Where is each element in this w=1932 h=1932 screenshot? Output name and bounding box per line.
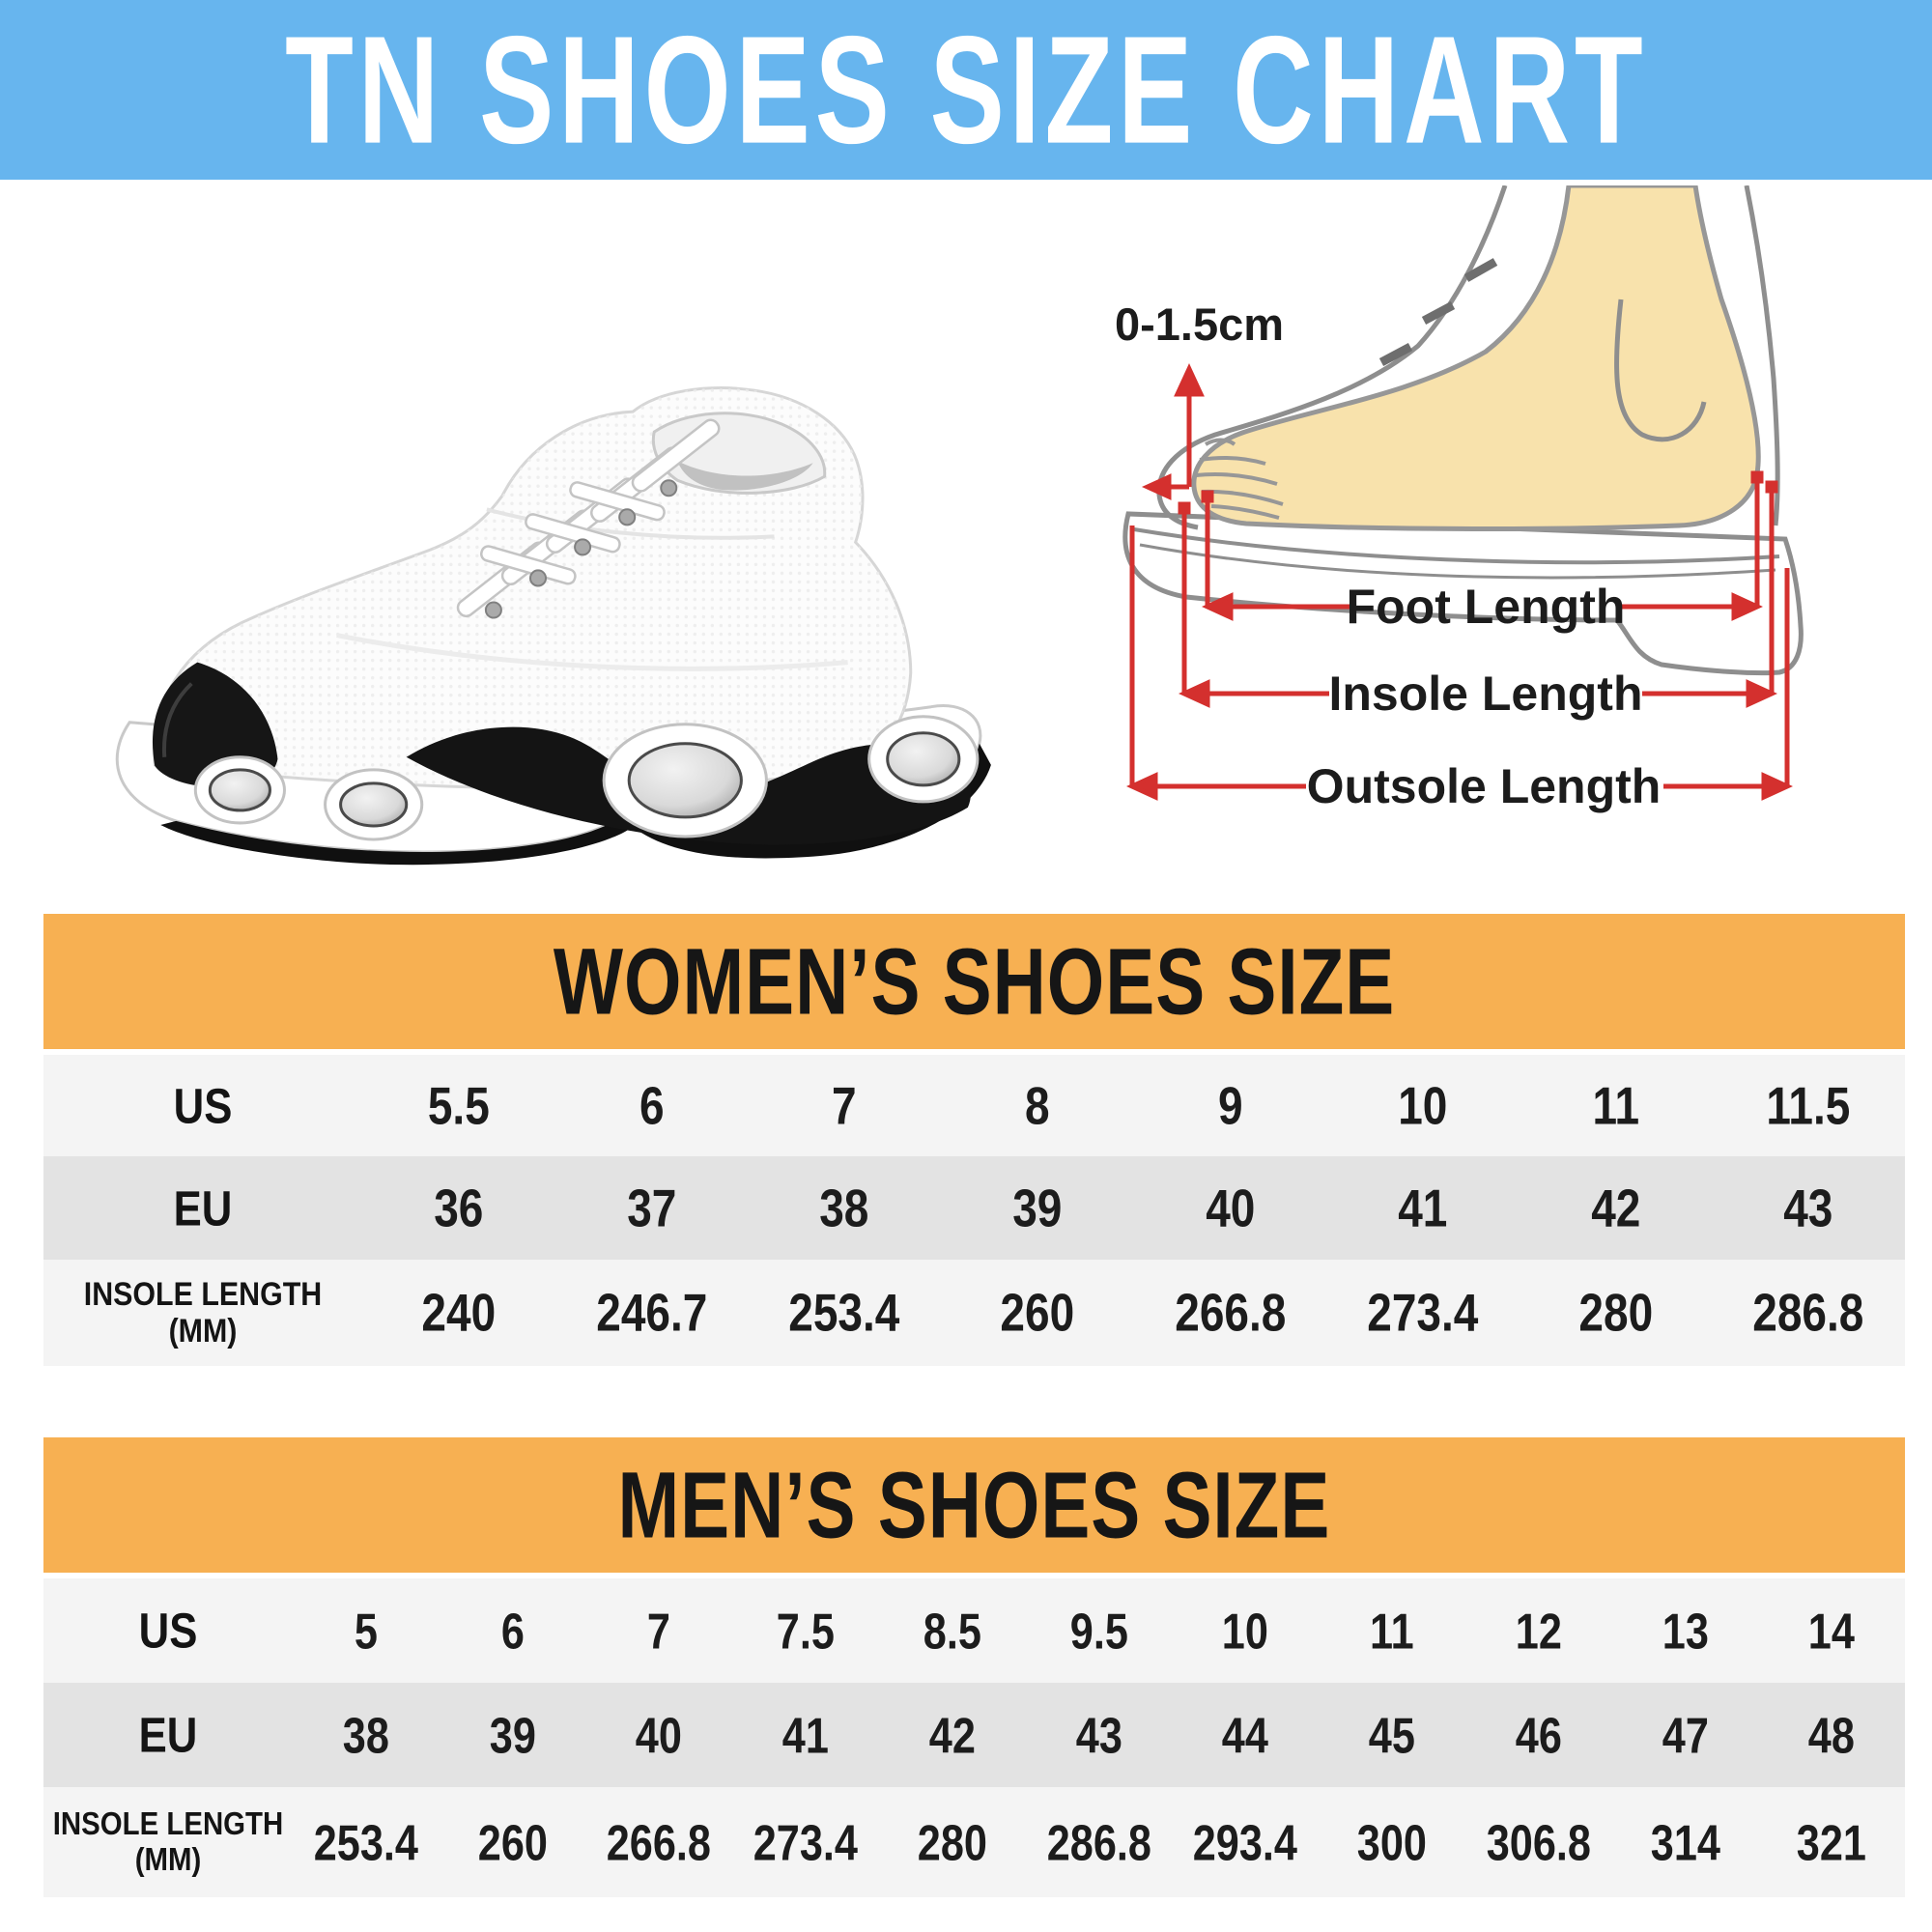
size-cell: 46 bbox=[1515, 1706, 1562, 1764]
womens-table-header: WOMEN’S SHOES SIZE bbox=[43, 914, 1905, 1049]
size-cell: 280 bbox=[1578, 1283, 1653, 1343]
size-cell: 306.8 bbox=[1486, 1813, 1591, 1871]
size-cell: 7 bbox=[832, 1075, 857, 1136]
size-cell: 5.5 bbox=[427, 1075, 490, 1136]
size-cell: 41 bbox=[1398, 1178, 1448, 1238]
size-cell: 11.5 bbox=[1766, 1075, 1851, 1136]
sneaker-image bbox=[115, 386, 991, 866]
size-cell: 13 bbox=[1662, 1602, 1709, 1660]
size-cell: 9 bbox=[1217, 1075, 1243, 1136]
size-cell: 36 bbox=[434, 1178, 484, 1238]
size-cell: 40 bbox=[636, 1706, 683, 1764]
size-cell: 8.5 bbox=[923, 1602, 981, 1660]
womens-us-row: US 5.5 6 7 8 9 10 11 11.5 bbox=[43, 1055, 1905, 1156]
row-label-us: US bbox=[173, 1077, 233, 1134]
insole-label-line1: INSOLE LENGTH bbox=[83, 1274, 323, 1313]
insole-length-label: Insole Length bbox=[1329, 667, 1643, 721]
shoe-outsole bbox=[160, 743, 991, 866]
diagram-ankle-line bbox=[1614, 298, 1707, 442]
mens-eu-row: EU 38 39 40 41 42 43 44 45 46 47 48 bbox=[43, 1683, 1905, 1787]
size-cell: 7.5 bbox=[776, 1602, 836, 1660]
size-cell: 42 bbox=[1590, 1178, 1641, 1238]
size-cell: 12 bbox=[1515, 1602, 1562, 1660]
womens-eu-row: EU 36 37 38 39 40 41 42 43 bbox=[43, 1156, 1905, 1260]
size-cell: 280 bbox=[917, 1813, 987, 1871]
size-cell: 43 bbox=[1783, 1178, 1833, 1238]
row-label-us: US bbox=[138, 1603, 198, 1659]
size-cell: 10 bbox=[1222, 1602, 1269, 1660]
size-cell: 40 bbox=[1205, 1178, 1255, 1238]
insole-label-unit: (MM) bbox=[134, 1842, 202, 1878]
size-cell: 39 bbox=[1012, 1178, 1063, 1238]
size-cell: 273.4 bbox=[1367, 1283, 1479, 1343]
shoe-air-pods bbox=[193, 715, 980, 841]
womens-size-table: WOMEN’S SHOES SIZE US 5.5 6 7 8 9 10 11 … bbox=[43, 914, 1905, 1366]
size-cell: 48 bbox=[1808, 1706, 1856, 1764]
size-cell: 314 bbox=[1650, 1813, 1720, 1871]
size-cell: 7 bbox=[647, 1602, 671, 1660]
size-cell: 42 bbox=[928, 1706, 976, 1764]
size-cell: 37 bbox=[626, 1178, 677, 1238]
row-label-eu: EU bbox=[138, 1707, 198, 1763]
size-cell: 266.8 bbox=[607, 1813, 712, 1871]
size-cell: 43 bbox=[1075, 1706, 1122, 1764]
row-label-insole-length: INSOLE LENGTH (MM) bbox=[46, 1806, 291, 1878]
size-cell: 260 bbox=[1000, 1283, 1075, 1343]
size-cell: 5 bbox=[354, 1602, 378, 1660]
size-cell: 293.4 bbox=[1193, 1813, 1298, 1871]
size-cell: 44 bbox=[1222, 1706, 1269, 1764]
womens-table-title: WOMEN’S SHOES SIZE bbox=[553, 927, 1396, 1035]
size-cell: 260 bbox=[477, 1813, 548, 1871]
size-cell: 11 bbox=[1592, 1075, 1639, 1136]
shoe-laces bbox=[456, 418, 721, 618]
page-title: TN SHOES SIZE CHART bbox=[284, 4, 1648, 176]
womens-insole-row: INSOLE LENGTH (MM) 240 246.7 253.4 260 2… bbox=[43, 1260, 1905, 1366]
size-cell: 253.4 bbox=[788, 1283, 900, 1343]
size-cell: 38 bbox=[819, 1178, 869, 1238]
size-cell: 14 bbox=[1808, 1602, 1856, 1660]
mens-insole-row: INSOLE LENGTH (MM) 253.4 260 266.8 273.4… bbox=[43, 1787, 1905, 1897]
diagram-measure-lines bbox=[1125, 363, 1794, 801]
insole-label-line1: INSOLE LENGTH bbox=[52, 1806, 284, 1842]
size-cell: 38 bbox=[342, 1706, 389, 1764]
size-cell: 9.5 bbox=[1069, 1602, 1128, 1660]
size-cell: 240 bbox=[421, 1283, 497, 1343]
mens-table-title: MEN’S SHOES SIZE bbox=[617, 1451, 1331, 1558]
title-banner: TN SHOES SIZE CHART bbox=[0, 0, 1932, 180]
row-label-insole-length: INSOLE LENGTH (MM) bbox=[46, 1274, 358, 1350]
size-cell: 45 bbox=[1368, 1706, 1415, 1764]
shoe-wave-accent bbox=[406, 726, 971, 845]
size-cell: 47 bbox=[1662, 1706, 1709, 1764]
diagram-lace-ticks bbox=[1378, 258, 1498, 366]
mens-us-row: US 5 6 7 7.5 8.5 9.5 10 11 12 13 14 bbox=[43, 1578, 1905, 1683]
size-cell: 286.8 bbox=[1752, 1283, 1864, 1343]
allowance-label: 0-1.5cm bbox=[1115, 298, 1284, 350]
outsole-length-label: Outsole Length bbox=[1307, 759, 1662, 813]
size-cell: 286.8 bbox=[1046, 1813, 1151, 1871]
size-cell: 253.4 bbox=[313, 1813, 418, 1871]
size-cell: 8 bbox=[1024, 1075, 1050, 1136]
size-cell: 246.7 bbox=[595, 1283, 707, 1343]
size-cell: 6 bbox=[500, 1602, 525, 1660]
row-label-eu: EU bbox=[173, 1179, 233, 1236]
size-cell: 6 bbox=[639, 1075, 665, 1136]
size-cell: 39 bbox=[489, 1706, 536, 1764]
foot-length-label: Foot Length bbox=[1347, 580, 1626, 634]
mens-table-header: MEN’S SHOES SIZE bbox=[43, 1437, 1905, 1573]
shoe-eyelets bbox=[484, 479, 678, 619]
insole-label-unit: (MM) bbox=[168, 1311, 238, 1350]
hero-section: 0-1.5cm Foot Length Insole Length Outsol… bbox=[0, 180, 1932, 910]
mens-size-table: MEN’S SHOES SIZE US 5 6 7 7.5 8.5 9.5 10… bbox=[43, 1437, 1905, 1897]
diagram-foot bbox=[1191, 185, 1761, 531]
size-cell: 321 bbox=[1797, 1813, 1867, 1871]
size-cell: 11 bbox=[1370, 1602, 1414, 1660]
size-cell: 300 bbox=[1356, 1813, 1428, 1871]
size-cell: 10 bbox=[1398, 1075, 1448, 1136]
foot-measurement-diagram: 0-1.5cm Foot Length Insole Length Outsol… bbox=[1115, 185, 1804, 813]
size-cell: 41 bbox=[781, 1706, 830, 1764]
size-cell: 266.8 bbox=[1174, 1283, 1286, 1343]
size-cell: 273.4 bbox=[753, 1813, 859, 1871]
